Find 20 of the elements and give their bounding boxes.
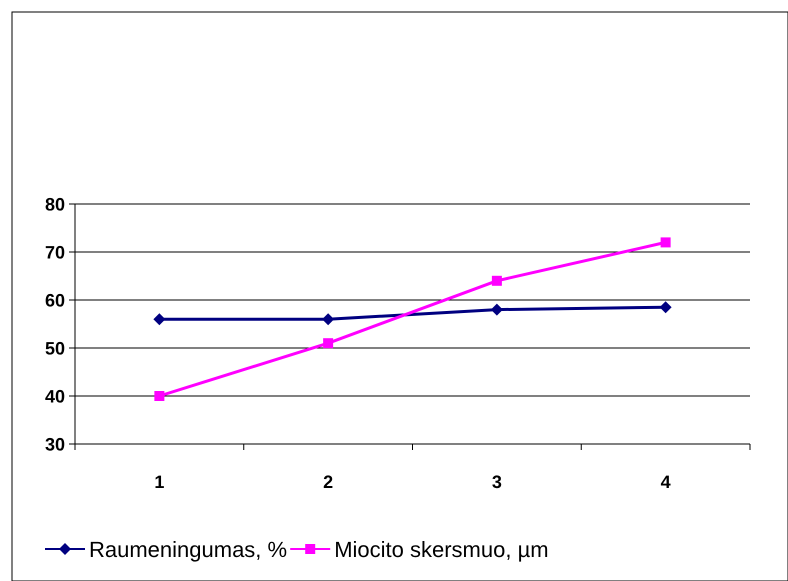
x-tick-label: 2: [323, 472, 334, 492]
point: [153, 313, 166, 326]
legend-label: Miocito skersmuo, µm: [334, 537, 549, 562]
y-tick-label: 80: [44, 194, 65, 214]
y-tick-label: 60: [44, 290, 65, 310]
point: [322, 313, 334, 326]
x-tick-label: 1: [154, 472, 164, 492]
point: [660, 301, 672, 314]
point: [154, 391, 164, 401]
legend-label: Raumeningumas, %: [89, 537, 288, 562]
point: [492, 276, 502, 286]
y-tick-label: 40: [44, 386, 65, 406]
point: [660, 237, 671, 248]
y-tick-label: 50: [44, 338, 65, 358]
point: [323, 338, 334, 348]
y-tick-label: 70: [44, 242, 65, 262]
point: [490, 304, 503, 316]
x-tick-label: 3: [492, 472, 502, 492]
x-tick-label: 4: [660, 472, 671, 492]
y-tick-label: 30: [44, 434, 65, 454]
